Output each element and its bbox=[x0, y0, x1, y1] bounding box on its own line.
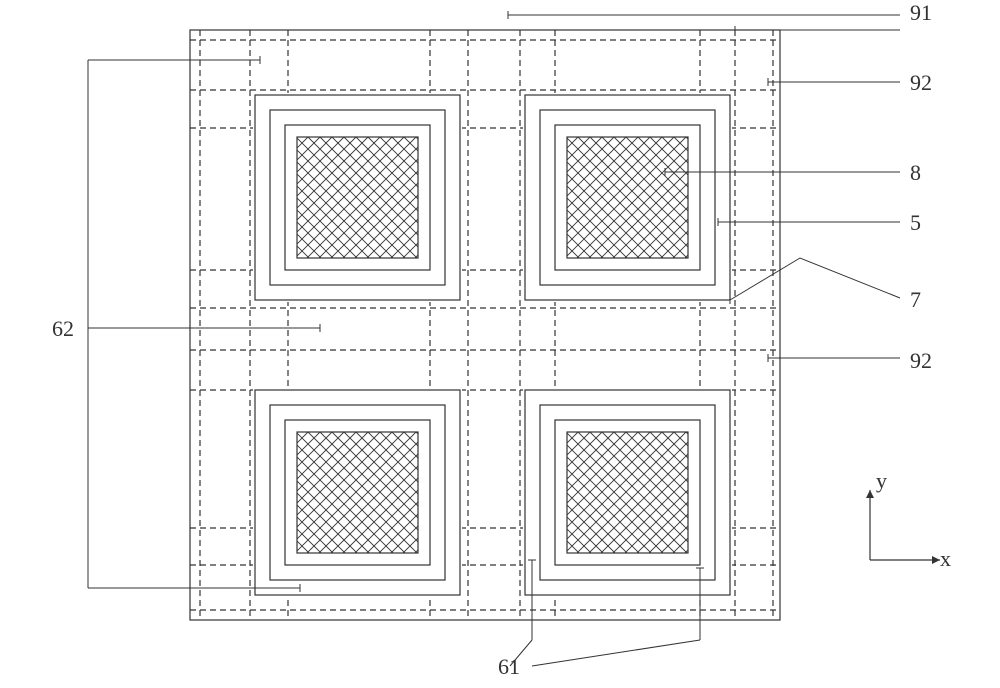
label-92a: 92 bbox=[910, 70, 932, 96]
leader bbox=[532, 640, 700, 666]
axis-x-label: x bbox=[940, 546, 951, 572]
label-8: 8 bbox=[910, 160, 921, 186]
cell-ring3 bbox=[555, 420, 700, 565]
cell-ring3 bbox=[285, 125, 430, 270]
axis-y-label: y bbox=[876, 468, 887, 494]
axis-x-arrow bbox=[932, 556, 940, 564]
label-91: 91 bbox=[910, 0, 932, 26]
axis-y-arrow bbox=[866, 490, 874, 498]
label-5: 5 bbox=[910, 210, 921, 236]
leader bbox=[730, 258, 900, 300]
cell-ring3 bbox=[555, 125, 700, 270]
cell-ring3 bbox=[285, 420, 430, 565]
label-7: 7 bbox=[910, 287, 921, 313]
label-61: 61 bbox=[498, 654, 520, 680]
label-92b: 92 bbox=[910, 348, 932, 374]
label-62: 62 bbox=[52, 316, 74, 342]
